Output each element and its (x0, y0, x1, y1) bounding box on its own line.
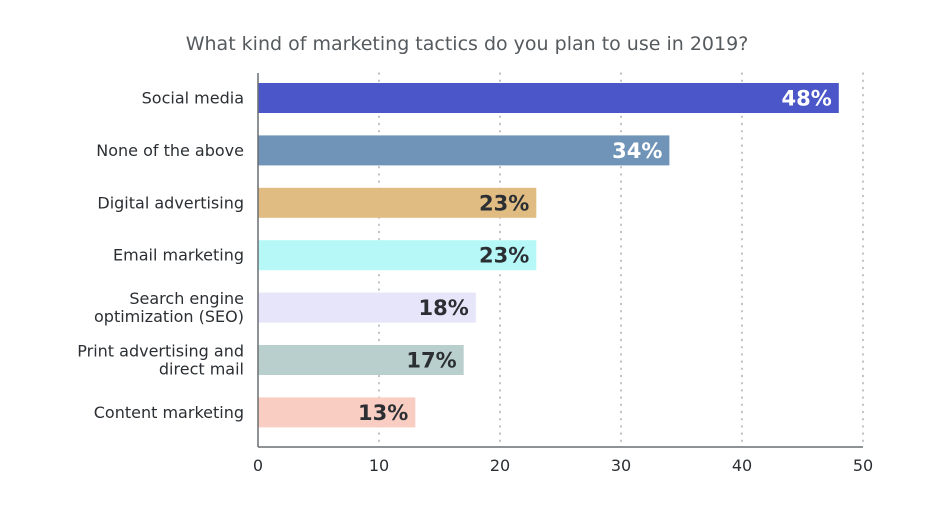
x-tick-labels: 0 10 20 30 40 50 (253, 456, 873, 475)
bar (258, 397, 416, 428)
category-label: Content marketing (94, 403, 244, 422)
data-label: 23% (479, 244, 529, 268)
data-label: 17% (406, 349, 456, 373)
category-label: Print advertising and direct mail (77, 342, 244, 379)
x-tick-label: 30 (611, 456, 631, 475)
category-label-line: Social media (142, 89, 244, 108)
x-tick-label: 40 (732, 456, 752, 475)
category-label: Email marketing (113, 246, 244, 265)
category-label-line: Content marketing (94, 403, 244, 422)
category-label: None of the above (96, 141, 244, 160)
data-label: 34% (612, 139, 662, 163)
data-label: 13% (358, 401, 408, 425)
category-label-line: Print advertising and (77, 342, 244, 361)
bar (258, 240, 537, 271)
bars (258, 83, 839, 428)
category-label: Digital advertising (97, 193, 244, 212)
data-label: 48% (782, 87, 832, 111)
category-label: Search engine optimization (SEO) (94, 289, 244, 326)
category-labels: Social media None of the above Digital adv… (77, 89, 244, 422)
bar (258, 292, 476, 323)
bar (258, 187, 537, 218)
axes (257, 73, 863, 448)
category-label: Social media (142, 89, 244, 108)
category-label-line: optimization (SEO) (94, 307, 244, 326)
category-label-line: direct mail (159, 360, 244, 379)
x-tick-label: 50 (853, 456, 873, 475)
data-label: 18% (419, 296, 469, 320)
bar (258, 345, 464, 375)
data-label: 23% (479, 191, 529, 215)
chart-title: What kind of marketing tactics do you pl… (186, 33, 749, 55)
value-labels: 48% 34% 23% 23% 18% 17% 13% (358, 87, 832, 425)
x-tick-label: 10 (369, 456, 389, 475)
category-label-line: Email marketing (113, 246, 244, 265)
x-tick-label: 0 (253, 456, 263, 475)
category-label-line: Search engine (129, 289, 244, 308)
category-label-line: Digital advertising (97, 193, 244, 212)
category-label-line: None of the above (96, 141, 244, 160)
bar (258, 135, 670, 166)
bar (258, 83, 839, 113)
x-tick-label: 20 (490, 456, 510, 475)
